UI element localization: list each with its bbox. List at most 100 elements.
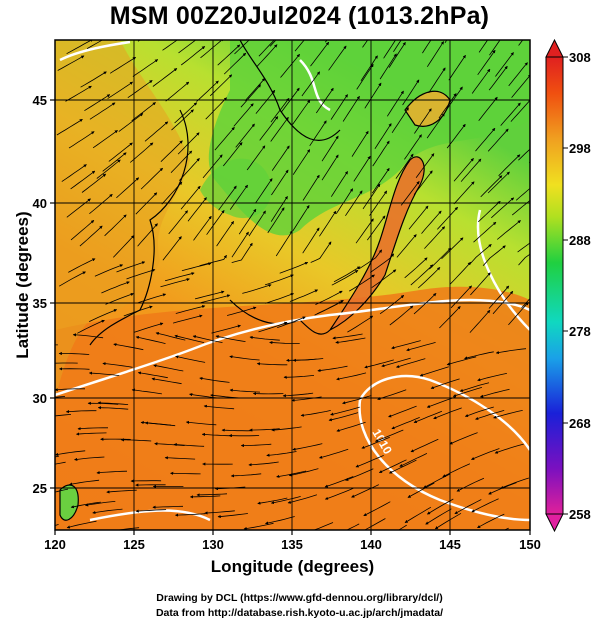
streamline — [270, 196, 288, 222]
streamline — [398, 524, 407, 530]
streamline — [328, 412, 359, 422]
streamline — [137, 40, 141, 42]
streamline — [258, 40, 275, 57]
streamline — [315, 87, 334, 114]
streamline — [254, 178, 273, 204]
streamline — [437, 206, 458, 230]
streamline — [433, 407, 462, 420]
streamline — [429, 247, 452, 270]
streamline — [370, 253, 395, 273]
streamline — [248, 461, 279, 467]
streamline — [192, 335, 223, 343]
streamline — [288, 468, 319, 477]
y-tick-label: 30 — [33, 391, 47, 406]
streamline — [371, 167, 390, 194]
streamline — [319, 210, 337, 237]
streamline — [309, 120, 327, 147]
streamline — [193, 215, 212, 241]
streamline — [196, 80, 219, 102]
streamline — [246, 145, 266, 171]
streamline — [473, 221, 497, 243]
streamline — [107, 81, 134, 99]
colorbar-tick-labels: 308 298 288 278 268 258 — [569, 50, 591, 522]
streamline — [469, 309, 491, 333]
streamline — [302, 174, 320, 201]
streamline — [70, 170, 96, 190]
streamline — [488, 285, 510, 309]
streamline — [371, 269, 397, 288]
streamline — [336, 372, 367, 381]
streamline — [480, 175, 503, 198]
streamline — [240, 84, 261, 108]
streamline — [144, 121, 169, 142]
streamline — [330, 171, 348, 197]
streamline — [386, 90, 404, 117]
streamline — [209, 74, 233, 97]
streamline — [521, 297, 530, 309]
x-tick-label: 125 — [123, 537, 145, 552]
streamline — [255, 89, 276, 114]
streamline — [199, 376, 230, 383]
streamline — [61, 164, 87, 182]
streamline — [256, 362, 288, 366]
streamline — [396, 234, 417, 258]
streamline — [223, 52, 247, 75]
streamline — [361, 436, 390, 449]
streamline — [500, 477, 530, 489]
streamline — [206, 209, 225, 235]
streamline — [249, 428, 280, 432]
streamline — [152, 68, 178, 87]
streamline — [289, 289, 319, 302]
streamline — [282, 392, 314, 398]
streamline — [426, 498, 454, 515]
streamline — [201, 432, 233, 437]
streamline — [87, 401, 119, 405]
streamline — [477, 49, 496, 76]
colorbar-tick-label: 258 — [569, 507, 591, 522]
streamline — [430, 378, 460, 389]
streamline — [174, 334, 205, 343]
streamline — [488, 65, 508, 91]
streamline — [454, 499, 482, 515]
streamline — [494, 443, 524, 454]
y-tick-label: 40 — [33, 196, 47, 211]
streamline — [318, 448, 349, 459]
streamline — [475, 410, 505, 420]
streamline — [80, 71, 107, 88]
streamline — [214, 126, 235, 151]
japan-honshu — [330, 156, 425, 330]
streamline — [292, 205, 310, 232]
colorbar-tick-label: 288 — [569, 233, 591, 248]
streamline — [175, 355, 206, 363]
streamline — [477, 513, 505, 529]
streamline — [292, 99, 311, 125]
x-tick-label: 130 — [202, 537, 224, 552]
streamline — [395, 153, 414, 179]
streamline — [407, 482, 435, 498]
streamline — [471, 448, 500, 460]
streamline — [379, 295, 405, 315]
streamline — [104, 214, 127, 237]
x-tick-label: 135 — [281, 537, 303, 552]
streamline — [477, 373, 507, 382]
streamline — [269, 40, 277, 47]
streamline — [441, 237, 464, 260]
streamline — [229, 355, 260, 361]
streamline — [249, 335, 280, 341]
streamline — [363, 518, 386, 530]
streamline — [89, 102, 116, 120]
streamline — [66, 40, 94, 55]
streamline — [496, 220, 521, 240]
streamline — [164, 456, 196, 460]
streamline — [66, 198, 91, 218]
streamline — [452, 387, 483, 398]
streamline — [259, 116, 279, 141]
streamline — [211, 324, 242, 334]
streamline — [408, 205, 429, 230]
streamline — [238, 208, 257, 235]
streamline — [55, 388, 85, 392]
streamline — [508, 302, 529, 326]
streamline — [56, 118, 83, 136]
streamlines — [55, 40, 530, 530]
streamline — [294, 40, 305, 52]
